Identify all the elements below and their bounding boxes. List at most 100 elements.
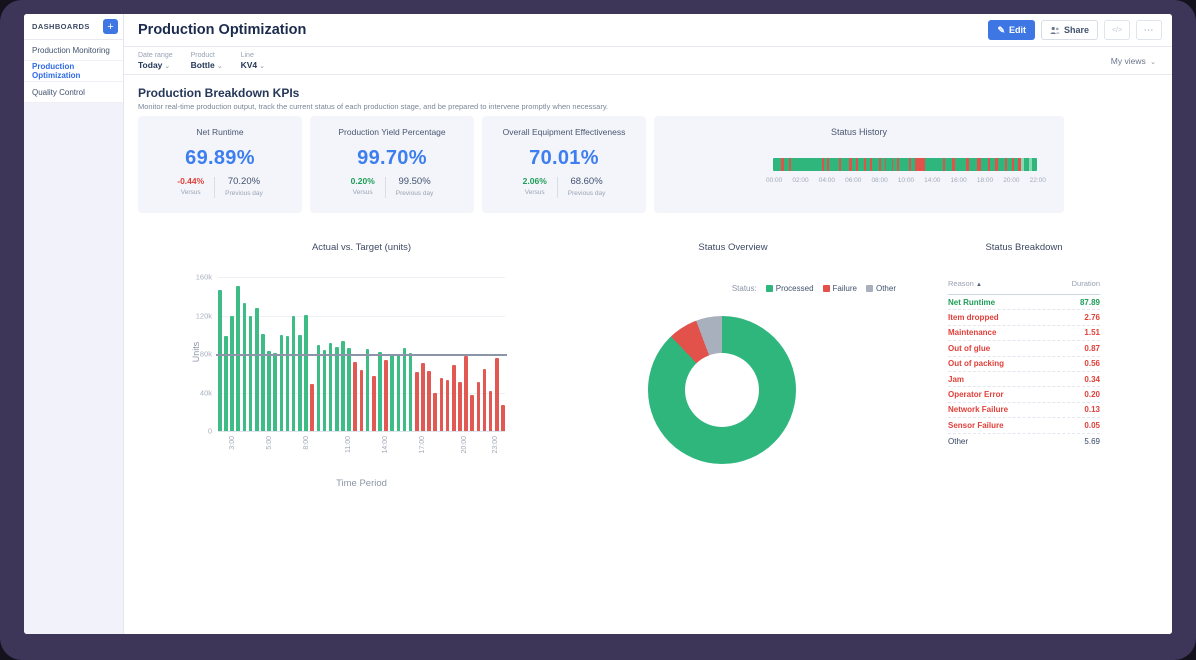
legend-item-failure[interactable]: Failure (822, 284, 857, 293)
bar[interactable] (501, 405, 505, 431)
sidebar-item-production-monitoring[interactable]: Production Monitoring (24, 40, 123, 61)
status-segment[interactable] (849, 158, 852, 171)
bar[interactable] (390, 354, 394, 431)
filter-date-range[interactable]: Date range Today ⌄ (138, 52, 173, 70)
bar[interactable] (439, 378, 444, 431)
status-segment[interactable] (880, 158, 885, 171)
table-header[interactable]: Reason ▲ Duration (948, 279, 1100, 295)
bar[interactable] (242, 303, 247, 431)
status-segment[interactable] (908, 158, 912, 171)
status-history-bar[interactable] (773, 158, 1037, 171)
bar[interactable] (261, 333, 265, 431)
bar[interactable] (451, 364, 456, 431)
status-segment[interactable] (1028, 158, 1033, 171)
status-segment[interactable] (1020, 158, 1024, 171)
bar[interactable] (371, 376, 376, 431)
bar[interactable] (396, 354, 401, 431)
status-segment[interactable] (898, 158, 909, 171)
status-segment[interactable] (857, 158, 865, 171)
status-segment[interactable] (954, 158, 967, 171)
bar[interactable] (458, 381, 462, 431)
bar[interactable] (218, 290, 222, 431)
status-segment[interactable] (1011, 158, 1015, 171)
status-segment[interactable] (1004, 158, 1007, 171)
status-segment[interactable] (1017, 158, 1021, 171)
status-segment[interactable] (897, 158, 899, 171)
bar[interactable] (378, 352, 382, 431)
status-segment[interactable] (995, 158, 998, 171)
bar[interactable] (402, 348, 407, 431)
bar[interactable] (230, 316, 234, 431)
bar[interactable] (334, 347, 339, 431)
bar[interactable] (316, 345, 321, 431)
add-dashboard-button[interactable]: + (103, 19, 118, 34)
edit-button[interactable]: ✎ Edit (988, 20, 1035, 40)
donut-chart[interactable] (648, 316, 796, 464)
legend-item-processed[interactable]: Processed (765, 284, 814, 293)
status-segment[interactable] (981, 158, 989, 171)
status-segment[interactable] (924, 158, 944, 171)
more-options-button[interactable]: ⋯ (1136, 20, 1162, 40)
bar[interactable] (254, 307, 259, 431)
bar[interactable] (365, 349, 370, 431)
bar[interactable] (415, 372, 419, 431)
bar[interactable] (304, 314, 308, 431)
status-segment[interactable] (824, 158, 827, 171)
bar[interactable] (273, 353, 277, 431)
bar[interactable] (427, 371, 431, 431)
sidebar-item-production-optimization[interactable]: Production Optimization (24, 61, 123, 82)
status-segment[interactable] (997, 158, 1005, 171)
bar[interactable] (421, 362, 425, 431)
status-segment[interactable] (872, 158, 879, 171)
bar[interactable] (248, 316, 253, 431)
status-segment[interactable] (839, 158, 841, 171)
bar[interactable] (408, 353, 413, 431)
bar[interactable] (495, 357, 499, 431)
status-segment[interactable] (966, 158, 969, 171)
bar[interactable] (310, 383, 314, 431)
legend-item-other[interactable]: Other (865, 284, 896, 293)
sidebar-item-quality-control[interactable]: Quality Control (24, 82, 123, 103)
status-segment[interactable] (826, 158, 830, 171)
bar[interactable] (359, 370, 364, 431)
status-segment[interactable] (822, 158, 825, 171)
status-segment[interactable] (893, 158, 898, 171)
status-segment[interactable] (856, 158, 858, 171)
status-segment[interactable] (943, 158, 945, 171)
bar[interactable] (285, 335, 290, 431)
status-segment[interactable] (851, 158, 856, 171)
my-views-dropdown[interactable]: My views ⌄ (1111, 56, 1156, 66)
bar[interactable] (347, 348, 351, 431)
status-segment[interactable] (1032, 158, 1037, 171)
status-segment[interactable] (989, 158, 996, 171)
bar[interactable] (279, 334, 284, 431)
status-segment[interactable] (988, 158, 990, 171)
status-segment[interactable] (791, 158, 823, 171)
bar[interactable] (224, 335, 228, 431)
bar[interactable] (298, 334, 302, 431)
status-segment[interactable] (891, 158, 894, 171)
bar[interactable] (482, 369, 487, 431)
status-segment[interactable] (878, 158, 881, 171)
status-segment[interactable] (944, 158, 952, 171)
status-segment[interactable] (914, 158, 925, 171)
embed-button[interactable]: </> (1104, 20, 1130, 40)
bar[interactable] (328, 343, 333, 431)
filter-line[interactable]: Line KV4 ⌄ (241, 52, 265, 70)
status-segment[interactable] (788, 158, 792, 171)
bar[interactable] (470, 395, 474, 431)
status-segment[interactable] (968, 158, 978, 171)
share-button[interactable]: Share (1040, 20, 1098, 40)
status-segment[interactable] (784, 158, 789, 171)
status-segment[interactable] (884, 158, 887, 171)
bar[interactable] (322, 350, 327, 431)
bar[interactable] (291, 316, 296, 431)
bar[interactable] (353, 361, 358, 431)
status-segment[interactable] (1006, 158, 1012, 171)
status-segment[interactable] (865, 158, 870, 171)
filter-product[interactable]: Product Bottle ⌄ (191, 52, 223, 70)
status-segment[interactable] (1023, 158, 1029, 171)
bar[interactable] (488, 390, 493, 431)
status-segment[interactable] (911, 158, 915, 171)
status-segment[interactable] (869, 158, 873, 171)
